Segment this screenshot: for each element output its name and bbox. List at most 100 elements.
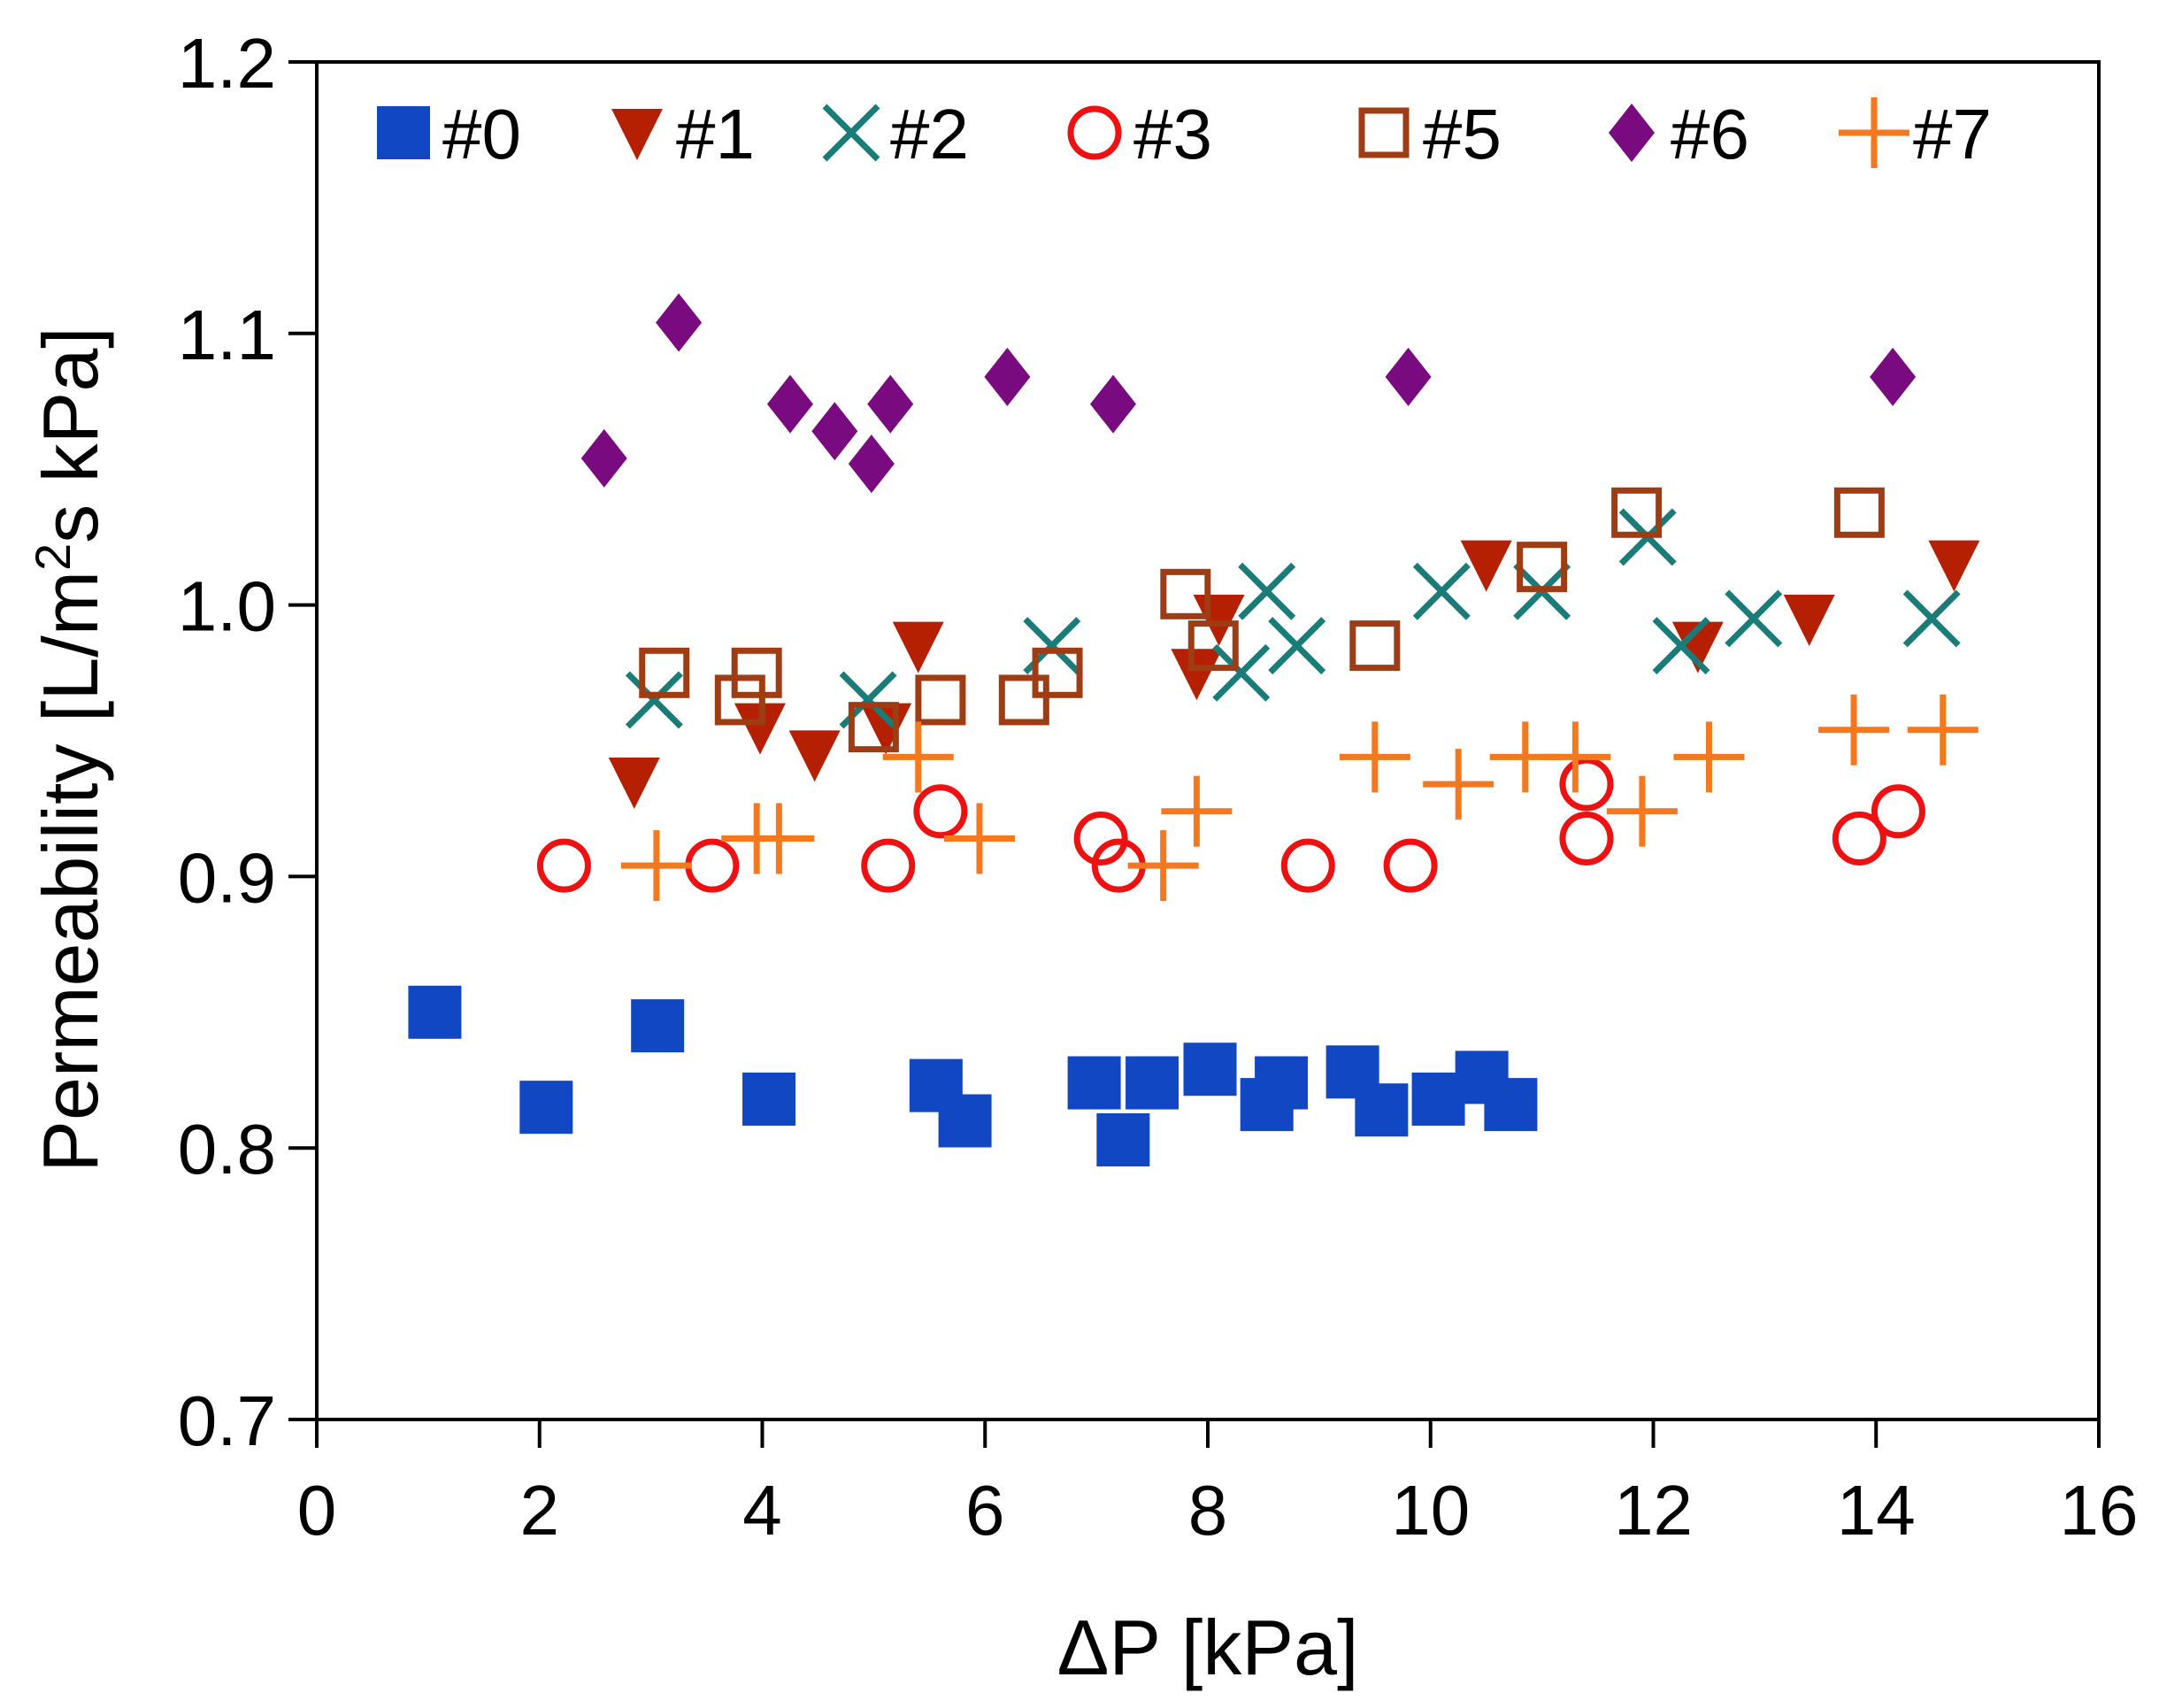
data-point	[1339, 721, 1410, 793]
data-point	[882, 721, 954, 793]
legend-label: #3	[1133, 95, 1212, 173]
data-point	[1096, 1112, 1150, 1166]
data-point	[408, 985, 462, 1039]
data-point	[519, 1081, 573, 1135]
data-point	[1559, 811, 1614, 866]
data-point	[1355, 1083, 1409, 1137]
data-point	[1671, 621, 1724, 673]
x-tick-label: 0	[297, 1471, 337, 1550]
data-point	[1171, 649, 1223, 701]
data-point	[915, 674, 966, 726]
x-axis-title: ΔP [kPa]	[1057, 1604, 1359, 1691]
legend-label: #1	[676, 95, 755, 173]
legend-item: #3	[1067, 95, 1212, 173]
data-point	[625, 671, 683, 729]
legend-item: #5	[1358, 95, 1502, 173]
data-point	[1255, 1056, 1309, 1110]
legend-item: #7	[1839, 95, 1992, 173]
data-point	[1212, 643, 1271, 702]
data-point	[631, 999, 685, 1053]
data-point	[1611, 487, 1663, 538]
data-point	[1187, 620, 1239, 672]
data-point	[685, 838, 740, 893]
plot-border	[315, 60, 2101, 1421]
data-point	[861, 838, 916, 893]
data-point	[913, 784, 968, 839]
x-tick-label: 8	[1188, 1471, 1228, 1550]
data-point	[1412, 562, 1471, 620]
legend-item: #2	[822, 95, 969, 173]
data-point	[656, 293, 703, 352]
legend-marker	[377, 106, 430, 159]
legend-item: #6	[1609, 95, 1749, 173]
data-point	[1073, 811, 1128, 866]
data-point	[1832, 811, 1886, 866]
x-tick-label: 6	[965, 1471, 1005, 1550]
y-tick-label: 0.8	[178, 1110, 276, 1189]
legend-marker	[611, 109, 663, 160]
data-point	[1385, 347, 1432, 406]
data-point	[1183, 1042, 1237, 1096]
data-point	[1161, 775, 1233, 847]
series-0	[408, 985, 1538, 1166]
data-point	[1871, 784, 1925, 839]
data-point	[1540, 721, 1611, 793]
data-point	[1725, 589, 1783, 648]
data-point	[1268, 617, 1326, 675]
x-tick-label: 10	[1391, 1471, 1470, 1550]
legend-item: #0	[377, 95, 521, 173]
data-point	[867, 374, 914, 434]
x-axis: 0 2 4 6 8 10 12 14 16	[297, 1419, 2139, 1550]
legend-marker	[1358, 107, 1410, 158]
legend-marker	[822, 104, 880, 162]
y-tick-label: 1.0	[178, 567, 276, 646]
data-point	[848, 435, 895, 494]
data-point	[1783, 594, 1835, 646]
x-tick-label: 16	[2060, 1471, 2139, 1550]
data-point	[1652, 617, 1710, 675]
series-5	[580, 293, 1917, 494]
data-point	[743, 803, 815, 874]
series-4	[639, 487, 1885, 753]
data-point	[1870, 347, 1917, 406]
data-point	[938, 1094, 992, 1148]
legend-marker	[1839, 97, 1909, 168]
data-point	[1238, 562, 1296, 620]
y-tick-label: 1.1	[178, 296, 276, 374]
data-point	[608, 758, 660, 810]
data-points	[408, 293, 1980, 1166]
data-point	[1126, 1056, 1179, 1110]
data-point	[1423, 749, 1494, 820]
data-point	[998, 674, 1049, 726]
data-point	[1460, 540, 1512, 592]
y-axis-title-superscript: 2	[25, 543, 81, 571]
y-tick-label: 1.2	[178, 24, 276, 103]
series-2	[625, 508, 1961, 729]
data-point	[734, 703, 786, 755]
legend-label: #7	[1913, 95, 1992, 173]
y-axis-title-main: Permeability [L/m	[27, 571, 114, 1173]
legend-item: #1	[611, 95, 755, 173]
data-point	[1902, 589, 1961, 648]
plot-frame	[315, 60, 2101, 1421]
data-point	[943, 803, 1015, 874]
legend-label: #2	[890, 95, 969, 173]
data-point	[766, 374, 813, 434]
data-point	[1833, 487, 1885, 538]
data-point	[1907, 694, 1978, 766]
data-point	[1160, 568, 1211, 619]
data-point	[1517, 542, 1568, 593]
data-point	[714, 674, 765, 726]
legend: #0 #1 #2 #3 #5 #6 #7	[377, 95, 1992, 173]
data-point	[1383, 838, 1438, 893]
data-point	[742, 1072, 796, 1126]
x-tick-label: 12	[1614, 1471, 1693, 1550]
x-tick-label: 14	[1837, 1471, 1916, 1550]
data-point	[892, 621, 944, 673]
data-point	[811, 402, 858, 461]
data-point	[1673, 721, 1745, 793]
series-3	[536, 757, 1925, 893]
y-axis: 0.7 0.8 0.9 1.0 1.1 1.2	[178, 24, 317, 1460]
legend-marker	[1067, 105, 1122, 160]
